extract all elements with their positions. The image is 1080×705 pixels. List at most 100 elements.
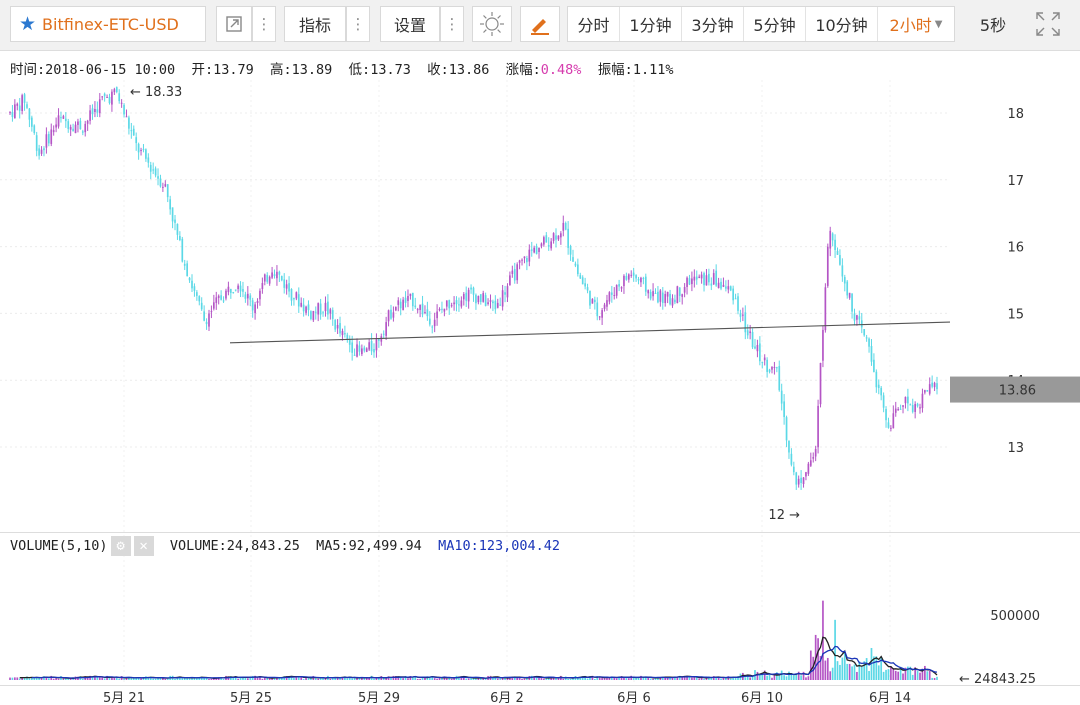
- candle-body: [140, 150, 142, 152]
- volume-bar: [492, 677, 494, 680]
- candle-body: [482, 293, 485, 302]
- candle-body: [361, 348, 363, 355]
- candle-body: [225, 290, 227, 299]
- interval-tab-3m[interactable]: 3分钟: [682, 7, 744, 41]
- candle-body: [581, 277, 584, 285]
- volume-bar: [550, 676, 553, 680]
- candle-body: [179, 235, 181, 241]
- volume-bar: [700, 676, 703, 680]
- volume-bar: [81, 678, 84, 680]
- candle-body: [766, 359, 768, 372]
- candle-body: [501, 290, 504, 307]
- volume-bar: [361, 677, 363, 680]
- theme-toggle-button[interactable]: [472, 6, 512, 42]
- candle-body: [693, 276, 696, 281]
- volume-bar: [125, 677, 128, 680]
- volume-bar: [157, 677, 159, 680]
- candle-body: [217, 295, 220, 299]
- candle-body: [293, 298, 295, 300]
- candle-body: [147, 157, 150, 163]
- gear-icon[interactable]: ⚙: [110, 536, 131, 556]
- candle-body: [834, 239, 836, 250]
- volume-bar: [288, 676, 290, 680]
- volume-bar: [494, 676, 497, 680]
- candle-body: [261, 283, 264, 289]
- candle-body: [142, 148, 145, 150]
- candle-body: [460, 300, 463, 307]
- settings-menu-button[interactable]: ⋮: [440, 6, 464, 42]
- volume-bar: [708, 676, 710, 680]
- interval-tab-1m[interactable]: 1分钟: [620, 7, 682, 41]
- volume-bar: [659, 676, 662, 680]
- volume-bar: [839, 664, 841, 680]
- volume-bar: [695, 677, 698, 680]
- candle-body: [375, 339, 378, 351]
- volume-bar: [426, 676, 429, 680]
- candle-body: [402, 299, 404, 311]
- candle-body: [113, 89, 116, 93]
- close-icon[interactable]: ✕: [133, 536, 154, 556]
- candle-body: [596, 302, 599, 317]
- price-tick-label: 16: [1007, 241, 1024, 256]
- volume-bar: [526, 676, 528, 680]
- interval-tab-5m[interactable]: 5分钟: [744, 7, 806, 41]
- ma5-label: MA5:: [316, 538, 349, 554]
- settings-button[interactable]: 设置: [380, 6, 440, 42]
- fullscreen-button[interactable]: [1026, 6, 1070, 42]
- volume-bar: [200, 676, 203, 680]
- symbol-selector[interactable]: ★ Bitfinex-ETC-USD: [10, 6, 206, 42]
- candle-body: [676, 286, 679, 304]
- volume-bar: [140, 678, 142, 680]
- volume-bar: [373, 678, 375, 680]
- candle-body: [118, 93, 121, 102]
- volume-bar: [421, 676, 424, 680]
- symbol-menu-button[interactable]: ⋮: [252, 6, 276, 42]
- draw-tool-button[interactable]: [520, 6, 560, 42]
- candle-body: [278, 271, 281, 275]
- candle-body: [695, 276, 698, 280]
- chevron-down-icon: ▼: [934, 18, 943, 30]
- volume-bar: [589, 676, 591, 680]
- candle-body: [657, 291, 659, 303]
- candle-body: [162, 186, 164, 188]
- candle-body: [203, 311, 205, 321]
- volume-bar: [380, 676, 383, 680]
- volume-bar: [530, 675, 533, 680]
- volume-bar: [545, 678, 548, 680]
- volume-bar: [302, 678, 305, 680]
- external-link-button[interactable]: [216, 6, 252, 42]
- candle-body: [608, 292, 611, 302]
- volume-bar: [737, 676, 739, 680]
- volume-bar: [904, 667, 907, 680]
- interval-tab-timeshare[interactable]: 分时: [568, 7, 620, 41]
- volume-bar: [210, 678, 213, 680]
- volume-bar: [603, 678, 606, 680]
- interval-tab-10m[interactable]: 10分钟: [806, 7, 878, 41]
- candle-body: [135, 137, 138, 144]
- star-icon[interactable]: ★: [19, 13, 37, 35]
- candle-body: [841, 265, 844, 277]
- indicators-button[interactable]: 指标: [284, 6, 346, 42]
- candle-body: [108, 96, 111, 104]
- candle-body: [664, 294, 667, 304]
- volume-bar: [499, 678, 502, 680]
- volume-bar: [744, 677, 747, 680]
- candle-body: [831, 233, 834, 241]
- candle-body: [397, 300, 400, 305]
- volume-bar: [135, 678, 138, 680]
- refresh-label: 5秒: [979, 16, 1007, 35]
- volume-bar: [851, 666, 853, 680]
- indicators-menu-button[interactable]: ⋮: [346, 6, 370, 42]
- candle-body: [882, 395, 885, 408]
- volume-bar: [860, 666, 863, 680]
- volume-bar: [618, 676, 620, 680]
- volume-info-bar: VOLUME(5,10) ⚙ ✕ VOLUME: 24,843.25 MA5: 92…: [10, 536, 560, 556]
- chart-grid: 13 14 15 16 17 18 5月 21 5月 25 5月 29 6月 2 6月 6 6月 10…: [0, 80, 1080, 705]
- interval-tab-2h[interactable]: 2小时 ▼: [878, 7, 954, 41]
- candle-body: [98, 99, 101, 114]
- refresh-interval[interactable]: 5秒: [968, 6, 1018, 42]
- ma10-line: [31, 645, 938, 679]
- volume-bar: [458, 676, 460, 680]
- volume-bar: [222, 678, 225, 680]
